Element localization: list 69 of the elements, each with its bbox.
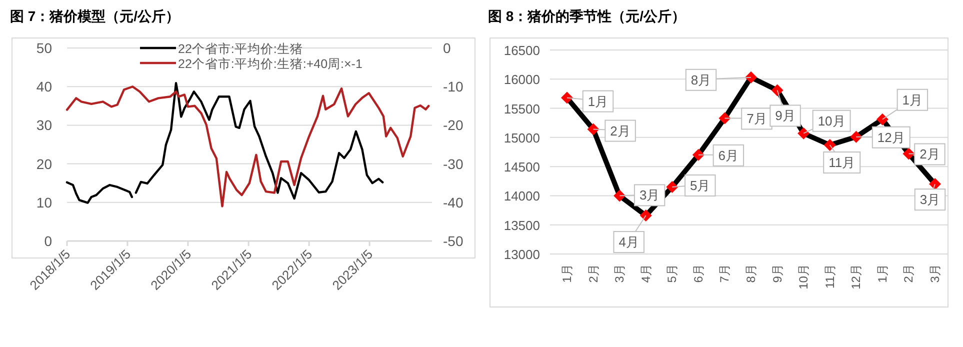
line-series [66,86,430,208]
y-tick-label: 14500 [504,160,540,175]
annotation: 8月 [690,72,712,88]
y-tick-label: 16500 [504,43,540,58]
point [666,180,678,193]
x-tick-label: 1月 [875,264,890,283]
point [876,113,888,126]
y-tick-label: 50 [36,40,52,56]
point [561,92,573,104]
annotation: 12月 [877,130,905,145]
annotation: 1月 [902,92,923,108]
x-tick-label: 5月 [665,264,680,283]
y-tick-label: 10 [36,194,52,210]
x-tick-label: 9月 [770,264,784,283]
y-tick-label: 15000 [504,130,540,146]
x-tick-label: 2月 [902,264,916,283]
point [692,148,704,161]
annotation: 9月 [775,108,796,124]
y2-tick-label: -40 [443,194,464,210]
x-tick-label: 10月 [796,264,811,290]
y-tick-label: 13500 [504,218,540,233]
point [614,190,626,202]
annotation: 7月 [746,111,767,126]
annotation: 3月 [639,188,660,203]
y-tick-label: 40 [36,78,52,95]
annotation: 4月 [618,234,639,250]
y-tick-label: 20 [36,156,52,172]
x-tick-label: 1月 [560,264,574,283]
point [718,112,731,124]
x-tick-label: 6月 [691,264,706,283]
x-tick-label: 4月 [638,264,653,283]
annotation: 2月 [920,146,940,162]
point [745,71,757,84]
y2-tick-label: -30 [443,156,464,172]
annotation: 2月 [610,123,630,138]
point [850,130,862,143]
x-tick-label: 7月 [718,264,732,283]
x-tick-label: 12月 [849,264,864,290]
annotation: 3月 [920,192,940,208]
y2-tick-label: -20 [443,117,464,134]
point [587,123,600,136]
annotation: 11月 [828,155,856,170]
y-tick-label: 0 [44,233,52,249]
x-tick-label: 3月 [928,264,942,283]
annotation: 6月 [718,148,739,163]
y-tick-label: 14000 [504,188,540,204]
x-tick-label: 8月 [744,264,758,283]
legend-label: 22个省市:平均价:生猪:+40周:×-1 [178,57,362,71]
point [798,127,810,140]
y-tick-label: 30 [36,117,52,134]
y-tick-label: 15500 [504,101,540,116]
annotation: 5月 [690,178,710,193]
y-tick-label: 16000 [504,72,540,88]
y2-tick-label: -10 [443,78,464,95]
y2-tick-label: 0 [443,40,451,56]
legend-label: 22个省市:平均价:生猪 [178,42,303,56]
point [902,148,915,160]
chart-title: 图 8：猪价的季节性（元/公斤） [488,8,686,24]
chart-title: 图 7：猪价模型（元/公斤） [10,8,180,24]
annotation: 10月 [818,113,846,128]
x-tick-label: 3月 [612,264,627,283]
x-tick-label: 11月 [822,264,837,288]
x-tick-label: 2月 [586,264,600,283]
y2-tick-label: -50 [443,233,464,249]
point [640,210,652,222]
annotation: 1月 [588,94,608,109]
point [824,139,836,152]
y-tick-label: 13000 [504,247,540,262]
point [771,84,784,96]
